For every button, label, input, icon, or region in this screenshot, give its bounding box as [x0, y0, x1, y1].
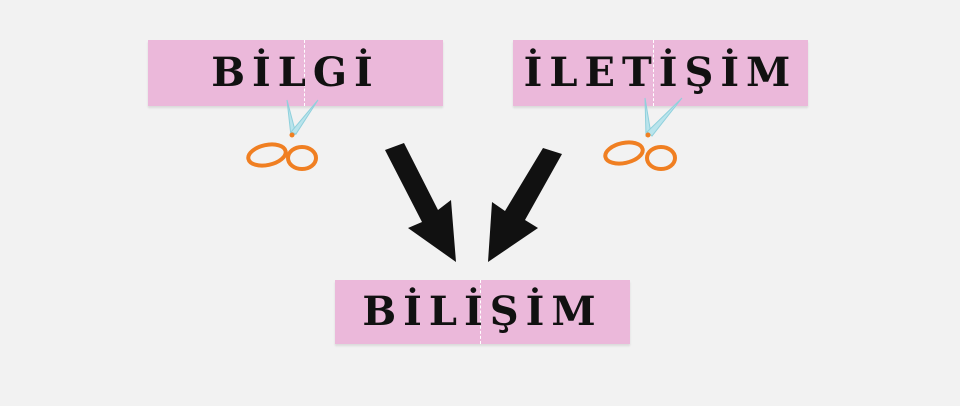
- word-card-iletisim: İLETİŞİM: [513, 40, 808, 106]
- cut-line: [653, 40, 654, 106]
- word-card-bilgi: BİLGİ: [148, 40, 443, 106]
- word-iletisim: İLETİŞİM: [523, 49, 798, 96]
- cut-line: [304, 40, 305, 106]
- word-card-bilisim: BİLİŞİM: [335, 280, 630, 344]
- scissors-icon: [246, 99, 319, 171]
- arrow-down-right-icon: [385, 143, 456, 262]
- word-bilisim: BİLİŞİM: [362, 288, 603, 335]
- arrow-down-left-icon: [488, 148, 562, 262]
- cut-line: [480, 280, 481, 344]
- word-bilgi: BİLGİ: [211, 49, 380, 96]
- scissors-icon: [603, 97, 683, 171]
